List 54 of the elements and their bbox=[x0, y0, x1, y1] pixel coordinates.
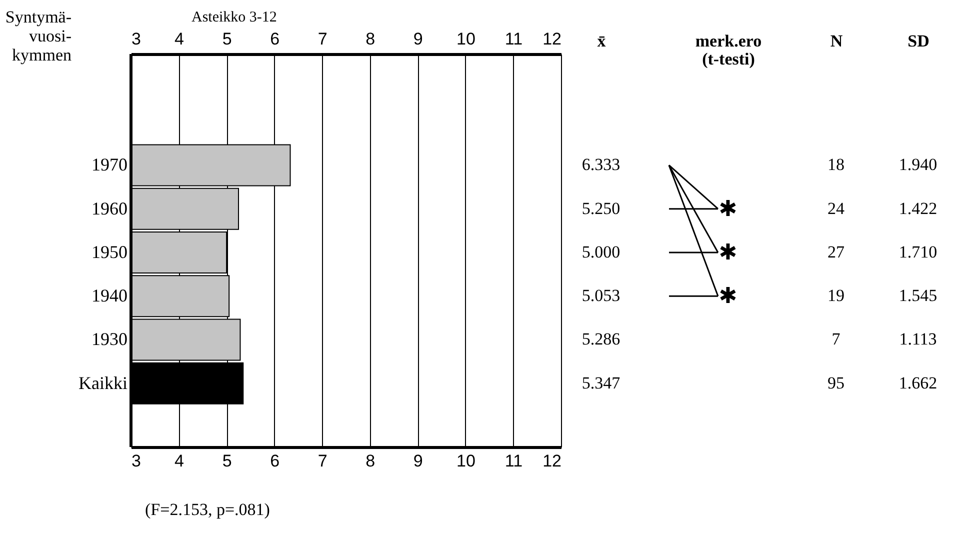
y-axis-title: Syntymä-vuosi-kymmen bbox=[5, 8, 72, 64]
text: (F=2.153, p=.081) bbox=[145, 500, 270, 520]
text: merk.ero (t-testi) bbox=[695, 32, 762, 68]
x-tick-label: 8 bbox=[366, 452, 376, 470]
text: N bbox=[830, 32, 844, 50]
text: 1.710 bbox=[898, 242, 938, 262]
x-tick-label: 7 bbox=[318, 452, 328, 470]
x2-tick-label: 3 bbox=[132, 30, 141, 48]
x2-tick-label: 10 bbox=[456, 30, 476, 48]
text: 1.662 bbox=[898, 373, 938, 392]
data-label: 5.053 bbox=[582, 286, 620, 306]
y-tick-label: 1960 bbox=[92, 198, 128, 218]
x-tick-label: 11 bbox=[504, 452, 523, 470]
text: ✱ bbox=[718, 240, 738, 266]
text: 19 bbox=[828, 286, 844, 306]
x-tick-label: 3 bbox=[132, 452, 141, 470]
text: SD bbox=[908, 32, 930, 50]
x-tick-label: 4 bbox=[174, 452, 184, 470]
x-tick-label: 12 bbox=[542, 452, 562, 470]
x-tick-label: 9 bbox=[413, 452, 423, 470]
text: ✱ bbox=[718, 196, 738, 222]
data-label: 5.347 bbox=[582, 373, 621, 392]
y-tick-label: 1950 bbox=[92, 242, 128, 262]
x2-tick-label: 4 bbox=[174, 30, 184, 48]
text: 27 bbox=[828, 242, 845, 262]
x2-tick-label: 9 bbox=[413, 30, 423, 48]
x2-tick-label: 5 bbox=[222, 30, 232, 48]
y-tick-label: 1930 bbox=[92, 329, 128, 350]
y-tick-label: 1970 bbox=[92, 154, 128, 175]
text: 24 bbox=[828, 198, 845, 218]
text: 1.422 bbox=[898, 198, 938, 218]
data-label: 5.000 bbox=[582, 242, 620, 262]
x-tick-label: 6 bbox=[270, 452, 280, 470]
text: 18 bbox=[828, 155, 844, 174]
x2-tick-label: 6 bbox=[270, 30, 280, 48]
data-label: 5.250 bbox=[582, 198, 620, 218]
text: ✱ bbox=[718, 284, 738, 310]
text: 1.545 bbox=[898, 286, 938, 306]
y-tick-label: Kaikki bbox=[78, 372, 128, 393]
x2-axis-title: Asteikko 3-12 bbox=[192, 10, 277, 26]
x2-tick-label: 7 bbox=[318, 30, 328, 48]
text: x̄ bbox=[597, 32, 606, 50]
x-tick-label: 5 bbox=[222, 452, 232, 470]
text: 1.113 bbox=[899, 330, 937, 349]
data-label: 6.333 bbox=[582, 155, 620, 174]
data-label: 5.286 bbox=[582, 330, 620, 349]
x2-tick-label: 12 bbox=[542, 30, 562, 48]
text: 1.940 bbox=[898, 155, 938, 174]
text: 7 bbox=[832, 330, 841, 349]
x-tick-label: 10 bbox=[456, 452, 476, 470]
x2-tick-label: 8 bbox=[366, 30, 376, 48]
text: 95 bbox=[828, 373, 844, 392]
x2-tick-label: 11 bbox=[504, 30, 523, 48]
y-tick-label: 1940 bbox=[92, 286, 128, 306]
